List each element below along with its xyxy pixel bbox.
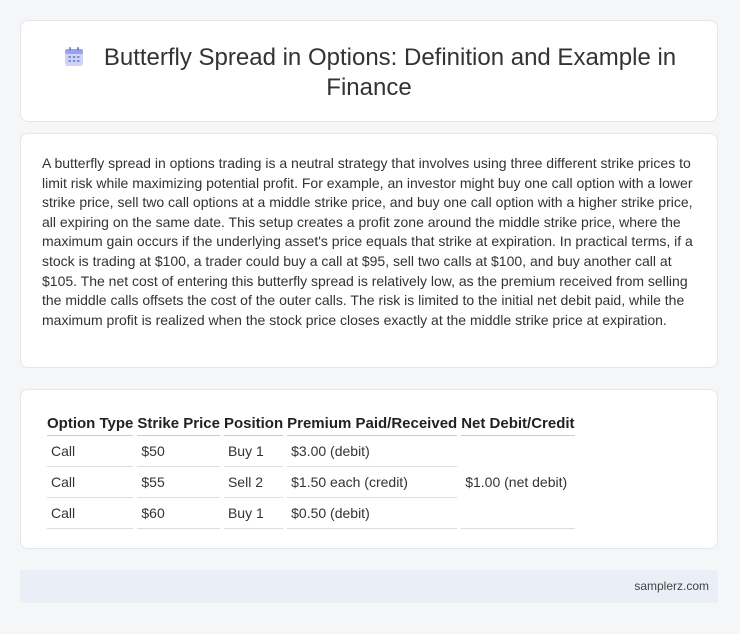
header-option-type: Option Type [47, 412, 134, 436]
header-premium: Premium Paid/Received [287, 412, 458, 436]
cell-strike-price: $55 [137, 467, 220, 498]
table-row: Call $50 Buy 1 $3.00 (debit) $1.00 (net … [47, 436, 575, 529]
header-strike-price: Strike Price [137, 412, 220, 436]
footer-brand-link[interactable]: samplerz.com [634, 579, 709, 593]
cell-position: Buy 1 [223, 498, 284, 529]
description-text: A butterfly spread in options trading is… [42, 155, 693, 328]
header-position: Position [223, 412, 284, 436]
table-header-row: Option Type Strike Price Position Premiu… [47, 412, 575, 436]
table-row: Call $55 Sell 2 $1.50 each (credit) [47, 467, 575, 498]
cell-option-type: Call [47, 467, 134, 498]
cell-strike-price: $60 [137, 498, 220, 529]
cell-position: Sell 2 [223, 467, 284, 498]
cell-premium: $3.00 (debit) [287, 436, 458, 467]
cell-option-type: Call [47, 498, 134, 529]
page-title: Butterfly Spread in Options: Definition … [51, 43, 687, 103]
cell-strike-price: $50 [137, 436, 220, 467]
page-title-text: Butterfly Spread in Options: Definition … [103, 44, 677, 101]
footer-bar: samplerz.com [20, 570, 718, 603]
table-row: Call $60 Buy 1 $0.50 (debit) [47, 498, 575, 529]
table-card: Option Type Strike Price Position Premiu… [20, 389, 718, 549]
cell-net-debit: $1.00 (net debit) [461, 436, 575, 529]
cell-premium: $0.50 (debit) [287, 498, 458, 529]
header-net: Net Debit/Credit [461, 412, 575, 436]
header-card: Butterfly Spread in Options: Definition … [20, 20, 718, 122]
options-table: Option Type Strike Price Position Premiu… [43, 412, 579, 529]
description-card: A butterfly spread in options trading is… [20, 133, 718, 368]
cell-option-type: Call [47, 436, 134, 467]
cell-position: Buy 1 [223, 436, 284, 467]
title-wrap: Butterfly Spread in Options: Definition … [21, 43, 717, 103]
calendar-icon [62, 45, 86, 69]
cell-premium: $1.50 each (credit) [287, 467, 458, 498]
